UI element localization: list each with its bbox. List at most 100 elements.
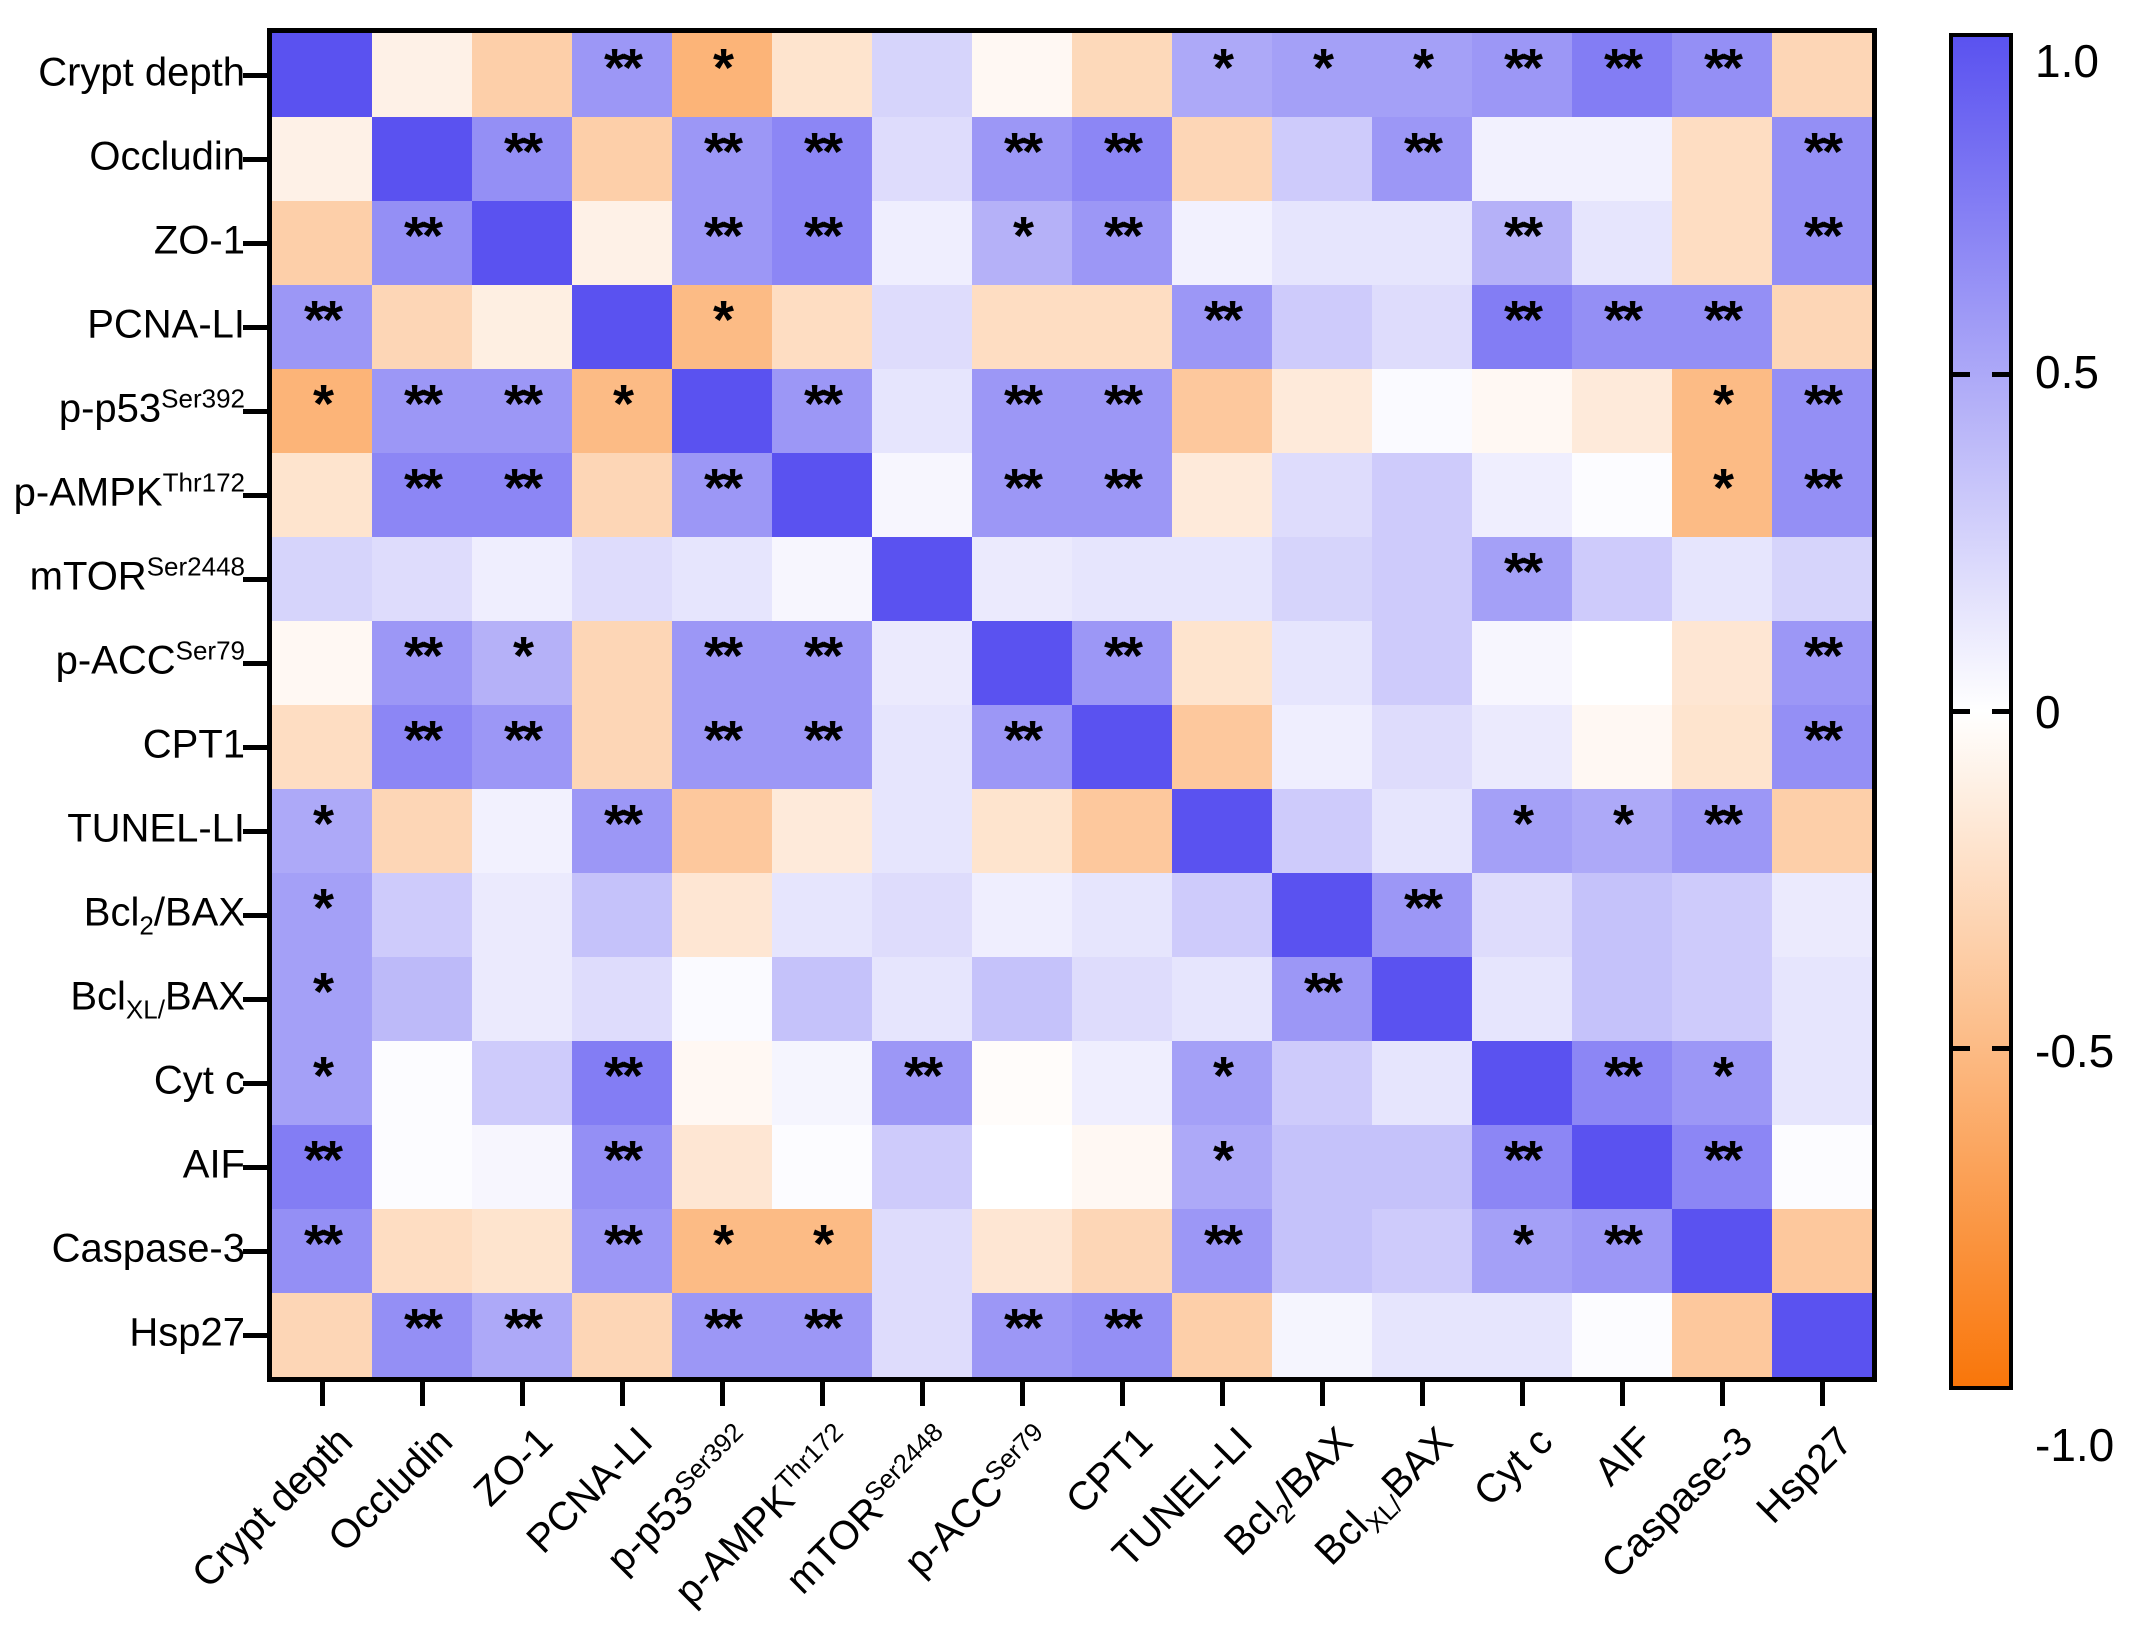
significance-marker: ** xyxy=(303,1214,343,1274)
heatmap-cell: ** xyxy=(472,117,572,201)
heatmap-cell xyxy=(1772,957,1872,1041)
heatmap-cell: * xyxy=(1172,33,1272,117)
heatmap-cell xyxy=(1772,33,1872,117)
heatmap-cell: ** xyxy=(372,201,472,285)
significance-marker: * xyxy=(312,794,334,854)
heatmap-cell: ** xyxy=(572,33,672,117)
significance-marker: ** xyxy=(503,710,543,770)
heatmap-cell xyxy=(472,1125,572,1209)
y-axis-label: p-p53Ser392 xyxy=(0,385,245,432)
heatmap-cell: ** xyxy=(1672,285,1772,369)
heatmap-cell xyxy=(872,369,972,453)
heatmap-cell xyxy=(1772,1041,1872,1125)
heatmap-cell xyxy=(772,873,872,957)
y-axis-label: PCNA-LI xyxy=(0,303,245,348)
heatmap-cell xyxy=(1772,873,1872,957)
axis-label-text: 2 xyxy=(139,910,154,941)
significance-marker: ** xyxy=(1803,374,1843,434)
heatmap-cell xyxy=(1372,201,1472,285)
axis-label-text: Thr172 xyxy=(162,467,245,498)
heatmap-cell xyxy=(872,453,972,537)
heatmap-cell xyxy=(1272,1293,1372,1377)
axis-label-text: Cyt c xyxy=(1465,1419,1562,1515)
heatmap-cell: ** xyxy=(672,705,772,789)
heatmap-cell xyxy=(772,789,872,873)
heatmap-cell xyxy=(572,537,672,621)
heatmap-cell xyxy=(1672,957,1772,1041)
heatmap-cell xyxy=(472,1041,572,1125)
heatmap-cell: ** xyxy=(472,453,572,537)
y-axis-tick xyxy=(243,744,267,750)
heatmap-cell xyxy=(372,1041,472,1125)
significance-marker: ** xyxy=(803,626,843,686)
heatmap-cell xyxy=(1372,1293,1472,1377)
heatmap-cell: ** xyxy=(1572,1209,1672,1293)
heatmap-cell xyxy=(872,957,972,1041)
heatmap-cell xyxy=(1272,621,1372,705)
y-axis-tick xyxy=(243,72,267,78)
heatmap-cell: ** xyxy=(572,1125,672,1209)
heatmap-cell: * xyxy=(272,957,372,1041)
heatmap-cell: ** xyxy=(372,705,472,789)
heatmap-cell xyxy=(472,1209,572,1293)
heatmap-cell: ** xyxy=(1072,117,1172,201)
heatmap-cell: ** xyxy=(572,1209,672,1293)
heatmap-cell: ** xyxy=(1772,369,1872,453)
x-axis-tick xyxy=(1819,1382,1825,1406)
heatmap-cell: * xyxy=(1572,789,1672,873)
heatmap-cell xyxy=(272,705,372,789)
heatmap-cell xyxy=(772,1125,872,1209)
axis-label-text: p-ACC xyxy=(55,638,176,683)
significance-marker: ** xyxy=(1103,374,1143,434)
heatmap-cell: * xyxy=(572,369,672,453)
heatmap-cell: * xyxy=(1372,33,1472,117)
heatmap-cell: * xyxy=(272,789,372,873)
heatmap-cell: ** xyxy=(1272,957,1372,1041)
x-axis-tick xyxy=(819,1382,825,1406)
heatmap-cell xyxy=(1472,957,1572,1041)
heatmap-cell xyxy=(1272,453,1372,537)
significance-marker: * xyxy=(1212,1130,1234,1190)
heatmap-cell xyxy=(1172,369,1272,453)
significance-marker: ** xyxy=(1403,122,1443,182)
heatmap-cell xyxy=(672,369,772,453)
heatmap-cell xyxy=(1072,873,1172,957)
colorbar xyxy=(1949,33,2013,1390)
heatmap-cell xyxy=(272,33,372,117)
heatmap-cell xyxy=(1072,1209,1172,1293)
x-axis-tick xyxy=(1619,1382,1625,1406)
y-axis-tick xyxy=(243,1248,267,1254)
axis-label-text: /BAX xyxy=(153,890,245,935)
y-axis-label: Cyt c xyxy=(0,1059,245,1104)
heatmap-cell xyxy=(672,789,772,873)
y-axis-tick xyxy=(243,912,267,918)
y-axis-label: mTORSer2448 xyxy=(0,553,245,600)
heatmap-cell: ** xyxy=(772,621,872,705)
axis-label-text: p-p53 xyxy=(58,386,162,431)
axis-label-text: Thr172 xyxy=(769,1416,849,1497)
heatmap-cell xyxy=(1172,789,1272,873)
significance-marker: * xyxy=(612,374,634,434)
heatmap-cell xyxy=(572,453,672,537)
heatmap-cell xyxy=(1672,1293,1772,1377)
heatmap-cell: ** xyxy=(972,1293,1072,1377)
significance-marker: ** xyxy=(703,1298,743,1358)
heatmap-cell xyxy=(1772,1293,1872,1377)
heatmap-cell xyxy=(372,285,472,369)
heatmap-cell xyxy=(872,789,972,873)
x-axis-tick xyxy=(419,1382,425,1406)
significance-marker: ** xyxy=(1603,38,1643,98)
heatmap-cell: ** xyxy=(372,453,472,537)
heatmap-cell xyxy=(772,285,872,369)
significance-marker: * xyxy=(712,38,734,98)
heatmap-cell xyxy=(372,117,472,201)
heatmap-cell xyxy=(1172,621,1272,705)
heatmap-cell: ** xyxy=(1072,1293,1172,1377)
heatmap-cell xyxy=(272,1293,372,1377)
axis-label-text: AIF xyxy=(182,1142,245,1187)
y-axis-label: Crypt depth xyxy=(0,51,245,96)
heatmap-cell xyxy=(1572,453,1672,537)
heatmap-cell xyxy=(972,789,1072,873)
y-axis-tick xyxy=(243,408,267,414)
heatmap-cell xyxy=(1572,537,1672,621)
